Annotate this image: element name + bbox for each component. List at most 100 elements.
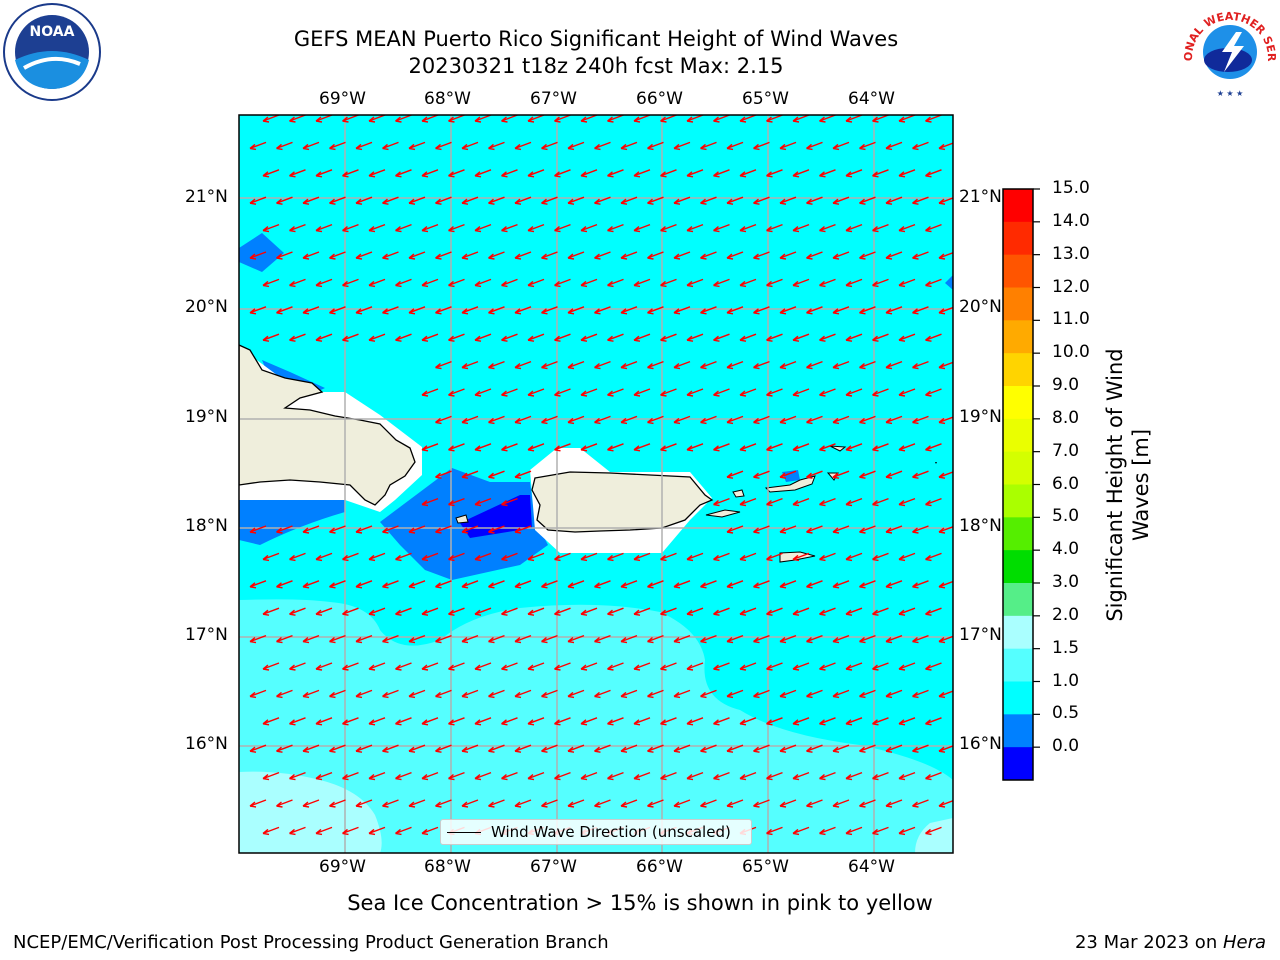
sea-ice-note: Sea Ice Concentration > 15% is shown in … bbox=[347, 891, 933, 915]
wave-direction-arrow bbox=[792, 662, 810, 671]
wave-direction-arrow bbox=[806, 525, 823, 534]
wave-direction-arrow bbox=[421, 333, 439, 342]
wave-direction-arrow bbox=[713, 388, 730, 397]
wave-direction-arrow bbox=[912, 415, 929, 425]
wave-direction-arrow bbox=[408, 196, 426, 205]
wave-direction-arrow bbox=[633, 443, 651, 452]
wave-direction-arrow bbox=[474, 552, 492, 562]
wave-direction-arrow bbox=[766, 388, 783, 397]
wave-direction-arrow bbox=[514, 141, 532, 151]
wave-direction-arrow bbox=[355, 744, 373, 753]
legend-line-swatch bbox=[447, 832, 481, 833]
wave-direction-arrow bbox=[620, 634, 638, 644]
wave-direction-arrow bbox=[315, 169, 333, 178]
wave-direction-arrow bbox=[289, 278, 306, 288]
wave-direction-arrow bbox=[806, 141, 823, 151]
wave-direction-arrow bbox=[633, 662, 651, 671]
wave-direction-arrow bbox=[739, 717, 757, 726]
wave-direction-arrow bbox=[806, 196, 823, 205]
wave-direction-arrow bbox=[421, 717, 439, 726]
wave-direction-arrow bbox=[647, 580, 664, 589]
wave-direction-arrow bbox=[448, 388, 465, 397]
wave-direction-arrow bbox=[845, 717, 863, 726]
wave-direction-arrow bbox=[925, 717, 942, 726]
wave-direction-arrow bbox=[885, 415, 903, 425]
wave-direction-arrow bbox=[673, 634, 691, 644]
lat-label-left-21: 21°N bbox=[185, 187, 228, 207]
wave-direction-arrow bbox=[872, 333, 889, 342]
wave-direction-arrow bbox=[686, 771, 704, 781]
wave-direction-arrow bbox=[448, 771, 465, 781]
wave-direction-arrow bbox=[342, 771, 359, 781]
wave-direction-arrow bbox=[289, 115, 306, 123]
wave-direction-arrow bbox=[779, 580, 797, 589]
wave-direction-arrow bbox=[700, 251, 717, 260]
wave-direction-arrow bbox=[249, 251, 267, 260]
wave-direction-arrow bbox=[806, 415, 823, 425]
wave-direction-arrow bbox=[488, 634, 505, 644]
wave-direction-arrow bbox=[461, 580, 479, 589]
wave-direction-arrow bbox=[713, 115, 730, 123]
wave-direction-arrow bbox=[567, 306, 585, 315]
wave-direction-arrow bbox=[289, 717, 306, 726]
wave-direction-arrow bbox=[514, 470, 532, 479]
wave-direction-arrow bbox=[700, 580, 717, 589]
wave-direction-arrow bbox=[660, 607, 677, 616]
wave-direction-arrow bbox=[633, 607, 651, 616]
wave-direction-arrow bbox=[859, 689, 876, 699]
wave-direction-arrow bbox=[872, 826, 889, 836]
wave-direction-arrow bbox=[554, 278, 571, 288]
wave-direction-arrow bbox=[567, 744, 585, 753]
wave-direction-arrow bbox=[461, 799, 479, 808]
wave-direction-arrow bbox=[779, 251, 797, 260]
wave-direction-arrow bbox=[686, 333, 704, 342]
wave-direction-arrow bbox=[302, 799, 320, 808]
lon-label-bottom-66: 66°W bbox=[636, 857, 683, 877]
wave-direction-arrow bbox=[514, 251, 532, 260]
colorbar-segment bbox=[1003, 418, 1033, 453]
wave-direction-arrow bbox=[845, 607, 863, 616]
colorbar-segment bbox=[1003, 550, 1033, 584]
wave-direction-arrow bbox=[925, 223, 942, 233]
wave-direction-arrow bbox=[527, 771, 545, 781]
wave-direction-arrow bbox=[700, 141, 717, 151]
colorbar-segment bbox=[1003, 484, 1033, 518]
island-puerto-rico bbox=[531, 471, 714, 533]
wave-direction-arrow bbox=[461, 525, 479, 534]
wave-direction-arrow bbox=[726, 525, 744, 534]
wave-direction-arrow bbox=[395, 826, 412, 836]
colorbar-tick-label: 10.0 bbox=[1052, 342, 1090, 363]
wave-direction-arrow bbox=[753, 360, 770, 370]
wave-direction-arrow bbox=[607, 607, 624, 616]
wave-direction-arrow bbox=[435, 525, 452, 534]
wave-direction-arrow bbox=[872, 278, 889, 288]
wave-direction-arrow bbox=[342, 607, 359, 616]
wave-direction-arrow bbox=[700, 689, 717, 699]
wave-direction-arrow bbox=[766, 771, 783, 781]
wave-direction-arrow bbox=[580, 552, 598, 562]
wave-direction-arrow bbox=[594, 360, 611, 370]
wave-direction-arrow bbox=[249, 580, 267, 589]
wave-direction-arrow bbox=[898, 333, 916, 342]
wave-direction-arrow bbox=[845, 443, 863, 452]
wave-direction-arrow bbox=[620, 360, 638, 370]
wave-direction-arrow bbox=[448, 169, 465, 178]
wave-direction-arrow bbox=[580, 717, 598, 726]
wave-direction-arrow bbox=[898, 115, 916, 123]
wave-direction-arrow bbox=[660, 443, 677, 452]
wave-direction-arrow bbox=[912, 141, 929, 151]
lon-label-top-66: 66°W bbox=[636, 89, 683, 109]
lat-label-right-17: 17°N bbox=[959, 625, 1002, 645]
wave-direction-arrow bbox=[249, 306, 267, 315]
wave-direction-arrow bbox=[262, 607, 280, 616]
wave-direction-arrow bbox=[660, 388, 677, 397]
wave-direction-arrow bbox=[620, 744, 638, 753]
wave-direction-arrow bbox=[739, 443, 757, 452]
wave-direction-arrow bbox=[739, 607, 757, 616]
wave-direction-arrow bbox=[302, 744, 320, 753]
wave-direction-arrow bbox=[342, 333, 359, 342]
wave-direction-arrow bbox=[620, 799, 638, 808]
wave-direction-arrow bbox=[289, 607, 306, 616]
wave-direction-arrow bbox=[779, 689, 797, 699]
colorbar-tick-label: 3.0 bbox=[1052, 572, 1080, 592]
